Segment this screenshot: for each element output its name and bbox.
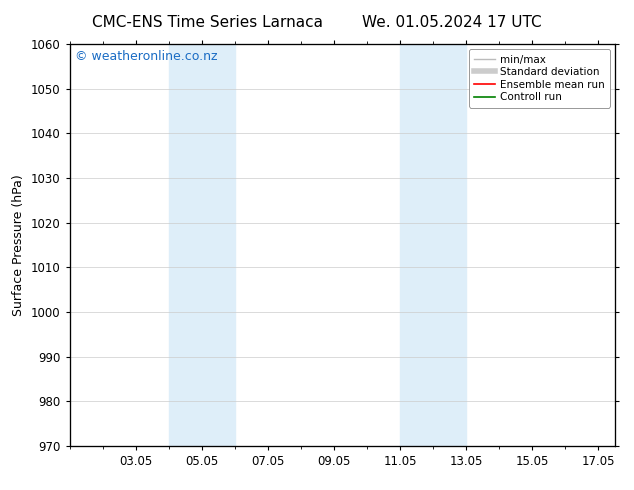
Bar <box>169 44 235 446</box>
Text: © weatheronline.co.nz: © weatheronline.co.nz <box>75 50 217 63</box>
Legend: min/max, Standard deviation, Ensemble mean run, Controll run: min/max, Standard deviation, Ensemble me… <box>469 49 610 107</box>
Bar <box>400 44 466 446</box>
Text: CMC-ENS Time Series Larnaca        We. 01.05.2024 17 UTC: CMC-ENS Time Series Larnaca We. 01.05.20… <box>92 15 542 30</box>
Y-axis label: Surface Pressure (hPa): Surface Pressure (hPa) <box>13 174 25 316</box>
